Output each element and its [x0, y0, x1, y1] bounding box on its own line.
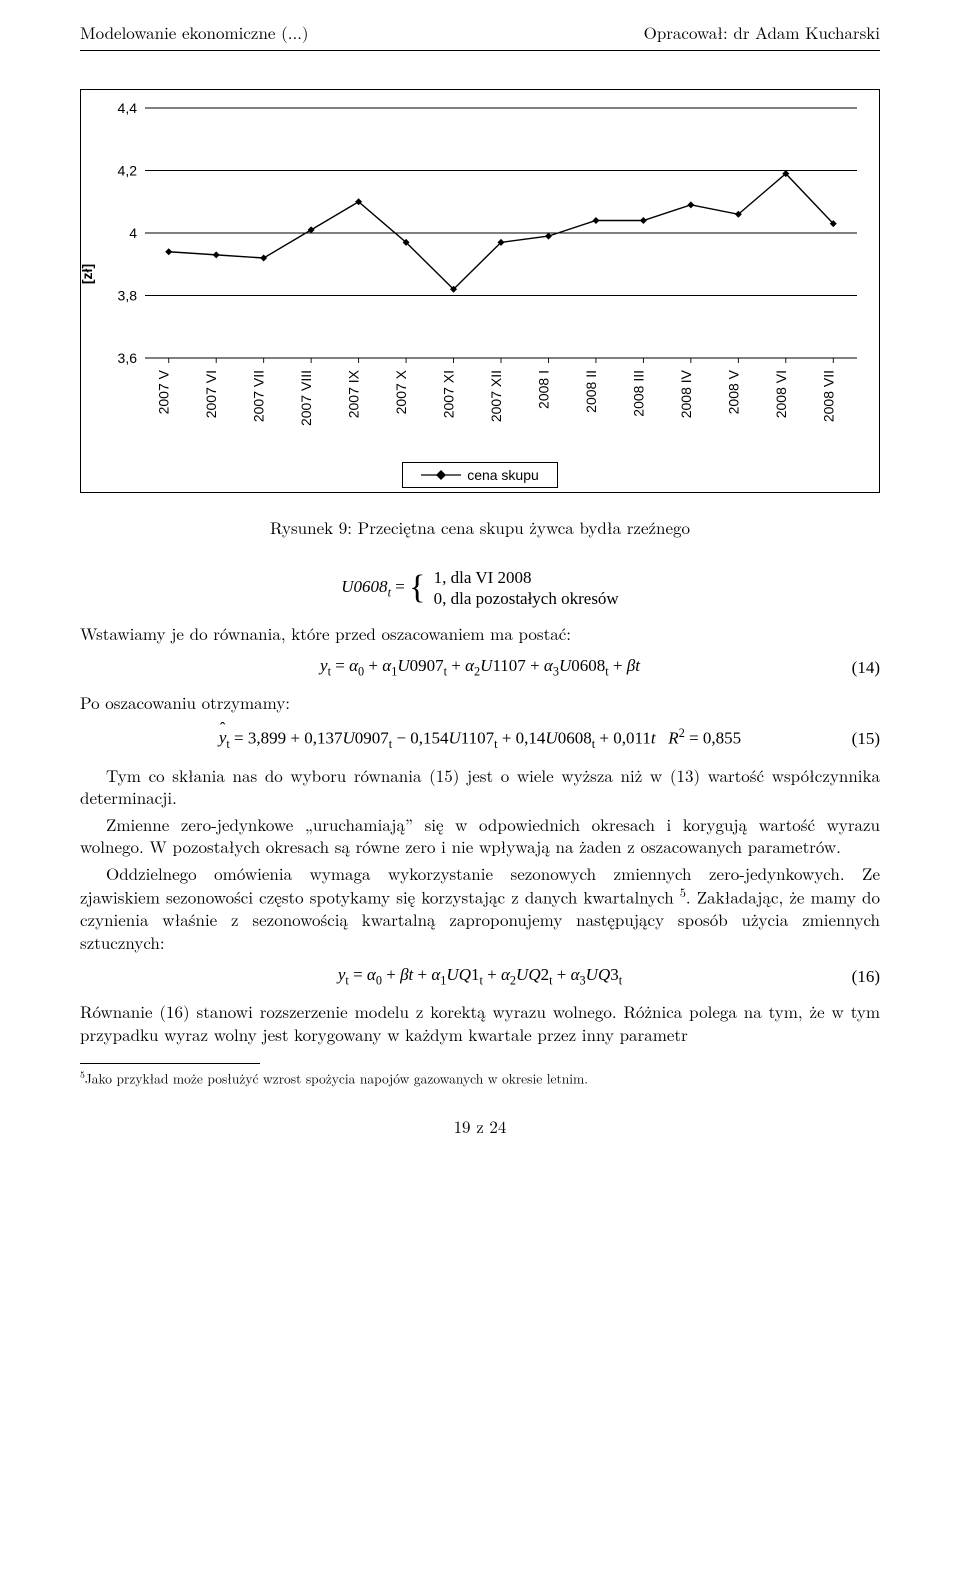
- eq-u0608-lhs: U0608: [341, 577, 387, 596]
- chart-container: [zł] 3,6 3,8 4 4,2 4,4 2007 V 2007 VI 2007 VII 2…: [80, 89, 880, 493]
- equation-14: yt = α0 + α1U0907t + α2U1107 + α3U0608t …: [80, 656, 880, 679]
- legend-label: cena skupu: [467, 467, 539, 483]
- paragraph-zero-jedynkowe: Zmienne zero-jedynkowe „uruchamiają” się…: [80, 813, 880, 858]
- legend: cena skupu: [85, 462, 875, 488]
- svg-text:2007 X: 2007 X: [393, 369, 409, 414]
- footnote-5: 5Jako przykład może posłużyć wzrost spoż…: [80, 1068, 880, 1087]
- svg-text:2008 II: 2008 II: [583, 370, 599, 413]
- paragraph-determinacji: Tym co skłania nas do wyboru równania (1…: [80, 764, 880, 809]
- svg-text:2008 I: 2008 I: [535, 370, 551, 409]
- eq-u0608-sub: t: [388, 586, 391, 600]
- legend-marker-icon: [421, 468, 461, 482]
- svg-text:2008 VI: 2008 VI: [773, 370, 789, 418]
- legend-item: cena skupu: [402, 462, 558, 488]
- svg-text:2008 IV: 2008 IV: [678, 369, 694, 418]
- equation-16-number: (16): [852, 967, 880, 987]
- chart-svg: 3,6 3,8 4 4,2 4,4 2007 V 2007 VI 2007 VII 2007 V…: [85, 94, 875, 454]
- svg-text:2007 V: 2007 V: [156, 369, 172, 414]
- y-axis-label: [zł]: [79, 264, 95, 284]
- piecewise-row-2: 0, dla pozostałych okresów: [434, 588, 619, 609]
- svg-text:2007 VIII: 2007 VIII: [298, 370, 314, 426]
- svg-text:2007 IX: 2007 IX: [346, 369, 362, 418]
- svg-text:2008 V: 2008 V: [725, 369, 741, 414]
- page-header: Modelowanie ekonomiczne (...) Opracował:…: [80, 20, 880, 44]
- svg-text:4,4: 4,4: [118, 100, 138, 116]
- svg-text:2007 XII: 2007 XII: [488, 370, 504, 422]
- paragraph-conclusion: Równanie (16) stanowi rozszerzenie model…: [80, 1000, 880, 1045]
- equation-15: yt = 3,899 + 0,137U0907t − 0,154U1107t +…: [80, 726, 880, 752]
- svg-text:2008 VII: 2008 VII: [820, 370, 836, 422]
- svg-text:4,2: 4,2: [118, 163, 138, 179]
- equation-14-number: (14): [852, 658, 880, 678]
- svg-text:2007 VI: 2007 VI: [203, 370, 219, 418]
- svg-text:2007 XI: 2007 XI: [441, 370, 457, 418]
- paragraph-intro-eq15: Po oszacowaniu otrzymamy:: [80, 691, 880, 713]
- paragraph-intro-eq14: Wstawiamy je do równania, które przed os…: [80, 622, 880, 644]
- svg-text:2007 VII: 2007 VII: [251, 370, 267, 422]
- equation-16: yt = α0 + βt + α1UQ1t + α2UQ2t + α3UQ3t …: [80, 965, 880, 988]
- svg-text:3,8: 3,8: [118, 288, 138, 304]
- equation-u0608: U0608t = { 1, dla VI 2008 0, dla pozosta…: [80, 567, 880, 610]
- svg-text:4: 4: [129, 225, 137, 241]
- footnote-rule: [80, 1063, 260, 1064]
- header-left: Modelowanie ekonomiczne (...): [80, 20, 309, 44]
- page-number: 19 z 24: [80, 1114, 880, 1138]
- chart-plot-area: [zł] 3,63,844,24,42007 V2007 VI2007 VII2…: [85, 94, 875, 454]
- svg-text:2008 III: 2008 III: [630, 370, 646, 417]
- figure-caption: Rysunek 9: Przeciętna cena skupu żywca b…: [80, 515, 880, 539]
- header-right: Opracował: dr Adam Kucharski: [644, 20, 880, 44]
- svg-text:3,6: 3,6: [118, 350, 138, 366]
- paragraph-seasonal: Oddzielnego omówienia wymaga wykorzystan…: [80, 862, 880, 953]
- header-rule: [80, 50, 880, 51]
- equation-15-number: (15): [852, 729, 880, 749]
- footnote-text: Jako przykład może posłużyć wzrost spoży…: [85, 1069, 588, 1088]
- piecewise-row-1: 1, dla VI 2008: [434, 567, 619, 588]
